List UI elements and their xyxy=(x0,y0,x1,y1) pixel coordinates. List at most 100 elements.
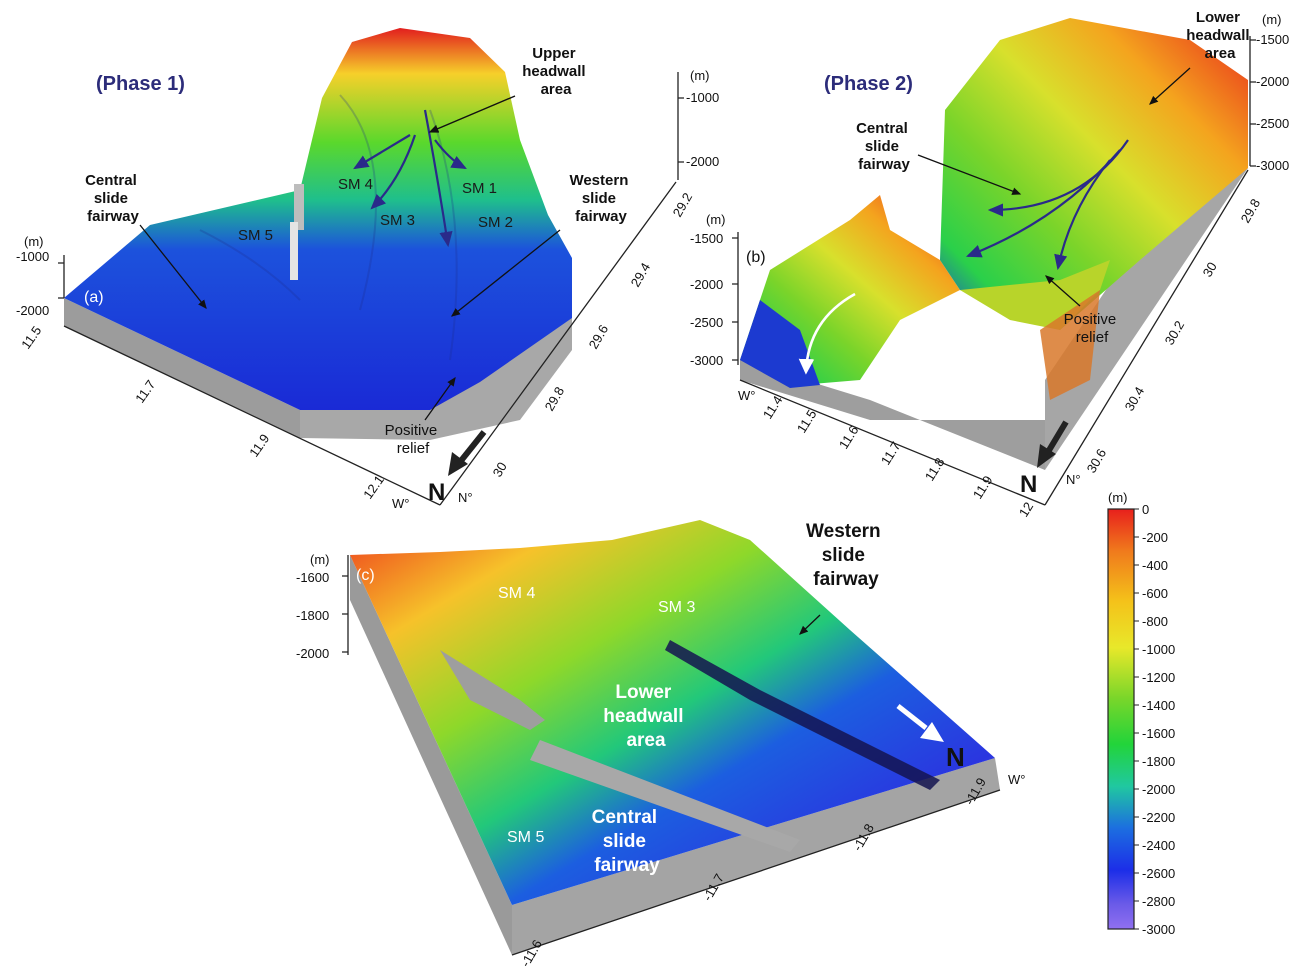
panel-c-base-front xyxy=(512,758,1000,955)
colorbar-tick-label: -800 xyxy=(1142,614,1168,629)
pointer-positive-relief-b xyxy=(1045,275,1081,307)
panel-b-lat-tick-4: 30.4 xyxy=(1122,384,1148,413)
panel-b-phase: (Phase 2) xyxy=(824,73,913,95)
north-label-b: N xyxy=(1020,471,1037,498)
north-label-c: N xyxy=(946,742,965,772)
label-central-fairway-b: Central slide fairway xyxy=(856,120,912,173)
pointer-central-fairway-b xyxy=(917,154,1022,195)
label-sm3-c: SM 3 xyxy=(658,599,695,616)
panel-a-lon-tick-3: 11.9 xyxy=(246,431,272,460)
panel-b-depth-tick-right-1: -1500 xyxy=(1256,32,1289,47)
panel-a-depth-tick-right-1: -1000 xyxy=(686,90,719,105)
panel-a-base xyxy=(64,298,300,438)
label-central-fairway-c: Central slide fairway xyxy=(592,807,663,876)
panel-b-depth-tick-right-4: -3000 xyxy=(1256,158,1289,173)
panel-b: (Phase 2) (b) Lower headwall area Centra… xyxy=(690,9,1289,520)
panel-b-lat-tick-3: 30.2 xyxy=(1162,318,1188,347)
panel-a-depth-axis-right xyxy=(677,72,684,180)
panel-b-lon-tick-5: 11.8 xyxy=(922,455,948,484)
colorbar-tick-label: -1400 xyxy=(1142,698,1175,713)
panel-b-lat-tick-5: 30.6 xyxy=(1084,446,1110,475)
colorbar-unit: (m) xyxy=(1108,490,1128,505)
panel-a-lat-axis xyxy=(439,181,677,506)
panel-b-orange-block xyxy=(1040,290,1100,400)
panel-c-terrain xyxy=(350,520,995,905)
label-sm5-a: SM 5 xyxy=(238,227,273,244)
north-arrow-a-head-icon xyxy=(448,452,468,476)
flow-arrow-sm1 xyxy=(434,139,467,170)
panel-a-lon-tick-2: 11.7 xyxy=(132,377,158,406)
panel-a-depth-unit-right: (m) xyxy=(690,68,710,83)
colorbar-ticks: 0 -200 -400 -600 -800 -1000 -1200 -1400 -1600 -18… xyxy=(1134,502,1175,937)
colorbar-tick-label: -2200 xyxy=(1142,810,1175,825)
pointer-upper-headwall xyxy=(428,95,516,133)
panel-c-depth-tick-1: -1600 xyxy=(296,570,329,585)
colorbar-tick-label: -2800 xyxy=(1142,894,1175,909)
label-positive-relief-a: Positive relief xyxy=(385,422,442,457)
pointer-central-fairway xyxy=(139,224,207,310)
colorbar-tick-label: -2600 xyxy=(1142,866,1175,881)
panel-a-gap xyxy=(294,184,304,230)
colorbar-tick-label: -2400 xyxy=(1142,838,1175,853)
flow-arrow-sm3 xyxy=(370,134,417,210)
panel-a-depth-tick-left-2: -2000 xyxy=(16,303,49,318)
panel-b-base xyxy=(740,360,1045,470)
panel-c-depth-unit: (m) xyxy=(310,552,330,567)
label-western-fairway-c: Western slide fairway xyxy=(806,521,886,590)
panel-a-lat-unit: N° xyxy=(458,490,473,505)
panel-c-lon-axis xyxy=(511,789,1001,956)
colorbar-tick-label: -200 xyxy=(1142,530,1168,545)
label-western-fairway-a: Western slide fairway xyxy=(569,172,632,225)
panel-c-depth-axis xyxy=(342,555,349,655)
panel-a-lat-tick-4: 29.8 xyxy=(542,384,568,413)
panel-c: (c) Western slide fairway Lower headwall… xyxy=(296,520,1025,970)
label-sm2-a: SM 2 xyxy=(478,214,513,231)
panel-a-lon-tick-1: 11.5 xyxy=(18,323,44,352)
panel-a-letter: (a) xyxy=(84,289,104,306)
colorbar-tick-label: -1200 xyxy=(1142,670,1175,685)
flow-arrow-sm4 xyxy=(353,134,411,170)
north-arrow-b-head-icon xyxy=(1037,444,1056,468)
label-sm5-c: SM 5 xyxy=(507,829,544,846)
panel-b-lon-tick-6: 11.9 xyxy=(970,473,996,502)
panel-a-depth-tick-left-1: -1000 xyxy=(16,249,49,264)
panel-c-depth-tick-3: -2000 xyxy=(296,646,329,661)
panel-c-depth-tick-2: -1800 xyxy=(296,608,329,623)
panel-b-lat-axis xyxy=(1044,169,1249,506)
panel-a-lon-unit: W° xyxy=(392,496,409,511)
label-sm3-a: SM 3 xyxy=(380,212,415,229)
flow-arrow-b-3 xyxy=(1054,159,1111,271)
panel-b-depth-axis-left xyxy=(732,232,739,365)
colorbar-gradient xyxy=(1107,508,1135,930)
panel-b-depth-tick-left-4: -3000 xyxy=(690,353,723,368)
north-label-a: N xyxy=(428,479,445,506)
colorbar-tick-label: -2000 xyxy=(1142,782,1175,797)
label-sm4-a: SM 4 xyxy=(338,176,373,193)
label-positive-relief-b: Positive relief xyxy=(1064,311,1121,346)
panel-c-gully-1 xyxy=(440,650,545,730)
panel-a-lon-tick-4: 12.1 xyxy=(360,472,387,501)
label-sm1-a: SM 1 xyxy=(462,180,497,197)
panel-a-lat-tick-1: 29.2 xyxy=(670,190,696,219)
north-arrow-b-icon xyxy=(1045,420,1069,454)
pointer-lower-headwall-b xyxy=(1149,67,1191,105)
label-lower-headwall-c: Lower headwall area xyxy=(603,682,689,751)
panel-b-lat-tick-1: 29.8 xyxy=(1238,196,1264,225)
panel-a-lat-tick-3: 29.6 xyxy=(586,322,612,351)
north-arrow-c-icon xyxy=(896,704,928,730)
colorbar: (m) 0 -200 -400 -600 -800 -1000 -1200 -1400 -160… xyxy=(1107,490,1175,937)
panel-b-lon-tick-3: 11.6 xyxy=(836,423,862,452)
panel-a-terrain xyxy=(64,28,572,410)
panel-a-lat-tick-2: 29.4 xyxy=(628,260,654,289)
panel-a-lat-tick-5: 30 xyxy=(490,459,510,479)
pointer-western-fairway xyxy=(450,229,561,317)
panel-b-lat-unit: N° xyxy=(1066,472,1081,487)
north-arrow-c-head-icon xyxy=(920,722,944,742)
colorbar-tick-label: -600 xyxy=(1142,586,1168,601)
colorbar-tick-label: 0 xyxy=(1142,502,1149,517)
panel-a-depth-unit-left: (m) xyxy=(24,234,44,249)
panel-b-letter: (b) xyxy=(746,249,766,266)
panel-c-channel xyxy=(665,640,940,790)
panel-a-lon-axis xyxy=(63,325,441,506)
